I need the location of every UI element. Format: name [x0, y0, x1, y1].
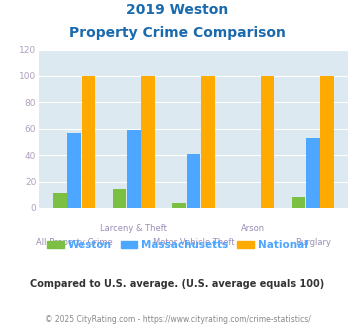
Bar	[141, 76, 155, 208]
Bar	[82, 76, 95, 208]
Bar	[187, 154, 200, 208]
Bar	[53, 193, 67, 208]
Bar	[127, 130, 141, 208]
Text: Compared to U.S. average. (U.S. average equals 100): Compared to U.S. average. (U.S. average …	[31, 279, 324, 289]
Text: Motor Vehicle Theft: Motor Vehicle Theft	[153, 238, 234, 247]
Bar	[291, 197, 305, 208]
Text: Property Crime Comparison: Property Crime Comparison	[69, 26, 286, 40]
Text: © 2025 CityRating.com - https://www.cityrating.com/crime-statistics/: © 2025 CityRating.com - https://www.city…	[45, 315, 310, 324]
Bar	[113, 189, 126, 208]
Bar	[172, 203, 186, 208]
Bar	[320, 76, 334, 208]
Legend: Weston, Massachusetts, National: Weston, Massachusetts, National	[43, 236, 312, 254]
Text: Burglary: Burglary	[295, 238, 331, 247]
Text: Arson: Arson	[241, 224, 265, 233]
Bar	[67, 133, 81, 208]
Text: 2019 Weston: 2019 Weston	[126, 3, 229, 17]
Text: All Property Crime: All Property Crime	[36, 238, 113, 247]
Bar	[306, 138, 320, 208]
Bar	[201, 76, 215, 208]
Bar	[261, 76, 274, 208]
Text: Larceny & Theft: Larceny & Theft	[100, 224, 167, 233]
